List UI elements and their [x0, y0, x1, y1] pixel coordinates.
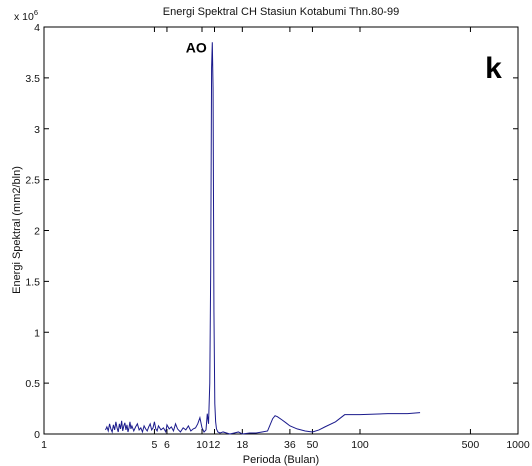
annotation-ao: AO	[186, 39, 207, 55]
y-tick-label: 1.5	[25, 276, 40, 288]
annotation-panel-letter: k	[485, 52, 502, 85]
y-multiplier-base: x 10	[14, 11, 34, 23]
y-tick-label: 3.5	[25, 73, 40, 85]
x-tick-label: 10	[196, 439, 208, 451]
x-axis-tick-labels: 1 5 6 10 12 18 36 50 100 500 1000	[41, 439, 530, 451]
y-tick-label: 3	[34, 124, 40, 136]
series-line	[105, 42, 421, 435]
x-tick-label: 36	[284, 439, 296, 451]
x-tick-label: 5	[152, 439, 158, 451]
plot-frame	[43, 26, 519, 435]
chart-annotations: AO k	[186, 39, 502, 84]
y-tick-label: 0.5	[25, 378, 40, 390]
x-tick-label: 12	[209, 439, 221, 451]
y-axis-tick-labels: 0 0.5 1 1.5 2 2.5 3 3.5 4	[25, 22, 40, 441]
y-tick-label: 4	[34, 22, 40, 34]
x-tick-label: 50	[307, 439, 319, 451]
y-multiplier-power: 6	[34, 8, 38, 17]
y-tick-label: 2	[34, 226, 40, 238]
y-tick-label: 2.5	[25, 175, 40, 187]
x-tick-label: 6	[164, 439, 170, 451]
y-axis-ticks	[44, 26, 518, 435]
y-tick-label: 1	[34, 327, 40, 339]
x-tick-label: 18	[236, 439, 248, 451]
y-tick-label: 0	[34, 429, 40, 441]
x-axis-ticks	[43, 27, 519, 434]
x-tick-label: 100	[351, 439, 369, 451]
x-axis-title: Perioda (Bulan)	[243, 454, 319, 466]
x-tick-label: 1	[41, 439, 47, 451]
x-tick-label: 1000	[506, 439, 530, 451]
x-tick-label: 500	[462, 439, 480, 451]
y-multiplier: x 106	[14, 8, 38, 23]
y-axis-title: Energi Spektral (mm2/bln)	[11, 166, 23, 294]
chart-title: Energi Spektral CH Stasiun Kotabumi Thn.…	[163, 6, 399, 18]
